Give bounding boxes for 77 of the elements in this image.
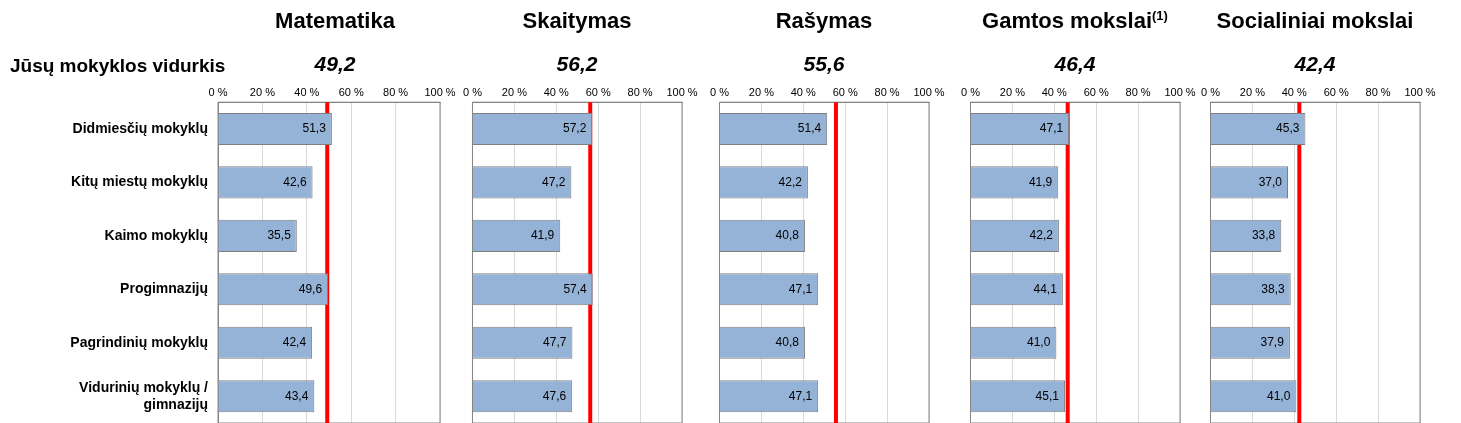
x-tick-label: 80 % — [383, 85, 409, 98]
x-tick-label: 0 % — [462, 85, 483, 98]
y-tick-label: Kitų miestų mokyklų — [71, 173, 208, 190]
x-tick-label: 0 % — [960, 85, 981, 98]
data-label: 51,3 — [302, 121, 327, 136]
data-label: 43,4 — [284, 388, 309, 403]
data-label: 41,9 — [1028, 174, 1053, 189]
text: Jūsų mokyklos vidurkis — [10, 55, 226, 77]
y-tick-label: Progimnazijų — [120, 280, 208, 297]
data-label: 42,2 — [1029, 228, 1054, 243]
x-tick-label: 0 % — [1200, 85, 1221, 98]
y-tick-label: Kaimo mokyklų — [104, 226, 208, 243]
x-tick-label: 40 % — [790, 85, 817, 98]
ref-line-label: 42,4 — [1294, 52, 1336, 76]
x-tick-label: 60 % — [1323, 85, 1349, 98]
x-tick-label: 100 % — [913, 85, 945, 98]
data-label: 45,3 — [1276, 121, 1300, 136]
data-label: 57,2 — [562, 121, 587, 136]
ref-line-label: 46,4 — [1054, 52, 1096, 76]
data-label: 33,8 — [1251, 228, 1276, 243]
y-tick-label: Pagrindinių mokyklų — [70, 333, 208, 350]
y-tick-label: Vidurinių mokyklų / gimnazijų — [79, 378, 209, 412]
x-tick-label: 60 % — [1083, 85, 1109, 98]
data-label: 44,1 — [1033, 281, 1058, 296]
data-label: 38,3 — [1261, 281, 1286, 296]
x-tick-label: 100 % — [424, 85, 456, 98]
x-tick-label: 100 % — [666, 85, 698, 98]
x-tick-label: 40 % — [1041, 85, 1068, 98]
data-label: 42,4 — [282, 335, 307, 350]
data-label: 41,0 — [1267, 388, 1291, 403]
data-label: 42,6 — [283, 174, 307, 189]
x-tick-label: 0 % — [208, 85, 228, 98]
data-label: 42,2 — [778, 174, 803, 189]
x-tick-label: 100 % — [1164, 85, 1196, 98]
x-tick-label: 60 % — [585, 85, 611, 98]
x-tick-label: 80 % — [627, 85, 653, 98]
data-label: 40,8 — [775, 228, 800, 243]
x-tick-label: 40 % — [1281, 85, 1308, 98]
x-tick-label: 100 % — [1404, 85, 1436, 98]
data-label: 47,7 — [543, 335, 567, 350]
data-label: 47,1 — [788, 388, 813, 403]
x-tick-label: 20 % — [501, 85, 528, 98]
x-tick-label: 80 % — [1365, 85, 1391, 98]
data-label: 41,9 — [530, 228, 555, 243]
ref-line-label: 49,2 — [314, 52, 356, 76]
x-tick-label: 20 % — [999, 85, 1026, 98]
chart-title: Gamtos mokslai$^{(1)}$ — [982, 8, 1168, 35]
x-tick-label: 20 % — [1239, 85, 1266, 98]
x-tick-label: 40 % — [294, 85, 320, 98]
data-label: 35,5 — [267, 228, 292, 243]
chart-title: Skaitymas — [522, 8, 632, 34]
data-label: 40,8 — [775, 335, 800, 350]
data-label: 47,6 — [542, 388, 567, 403]
data-label: 45,1 — [1035, 388, 1060, 403]
data-label: 57,4 — [563, 281, 588, 296]
data-label: 47,1 — [788, 281, 813, 296]
x-tick-label: 20 % — [249, 85, 276, 98]
chart-title: Rašymas — [775, 8, 873, 34]
ref-line-label: 56,2 — [556, 52, 598, 76]
x-tick-label: 80 % — [1125, 85, 1151, 98]
x-tick-label: 20 % — [748, 85, 775, 98]
x-tick-label: 40 % — [543, 85, 570, 98]
chart-title: Matematika — [275, 8, 395, 34]
x-tick-label: 60 % — [832, 85, 858, 98]
data-label: 47,2 — [542, 174, 566, 189]
data-label: 37,0 — [1258, 174, 1283, 189]
data-label: 51,4 — [797, 121, 822, 136]
data-label: 37,9 — [1260, 335, 1285, 350]
data-label: 47,1 — [1039, 121, 1064, 136]
x-tick-label: 60 % — [338, 85, 364, 98]
data-label: 41,0 — [1027, 335, 1051, 350]
ref-line-label: 55,6 — [803, 52, 845, 76]
chart-title: Socialiniai mokslai — [1216, 8, 1414, 34]
x-tick-label: 80 % — [874, 85, 900, 98]
y-tick-label: Didmiesčių mokyklų — [72, 119, 208, 136]
x-tick-label: 0 % — [709, 85, 730, 98]
data-label: 49,6 — [298, 281, 323, 296]
